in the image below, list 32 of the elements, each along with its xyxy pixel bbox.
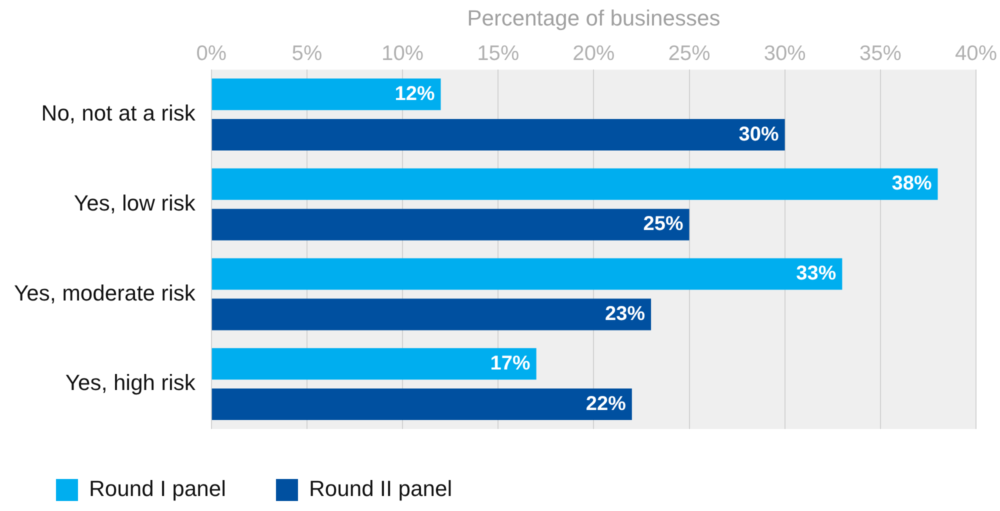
bar [212,388,632,420]
data-label: 12% [394,82,435,105]
data-label: 17% [490,352,531,374]
x-tick-label: 15% [477,42,520,65]
y-tick-label: Yes, low risk [74,190,196,216]
y-tick-label: No, not at a risk [41,100,196,126]
y-tick-label: Yes, moderate risk [14,280,196,306]
bar [212,78,441,110]
x-axis-title: Percentage of businesses [467,5,720,30]
y-tick-label: Yes, high risk [65,370,196,396]
data-label: 25% [643,213,684,236]
x-tick-label: 40% [954,42,997,65]
bar [212,208,690,240]
legend-label: Round I panel [89,476,226,502]
x-tick-label: 20% [572,42,615,65]
data-label: 22% [586,392,626,415]
legend-label: Round II panel [308,476,452,502]
x-tick-label: 0% [196,42,227,65]
x-tick-label: 30% [764,42,806,65]
x-tick-label: 35% [859,42,902,65]
bar [212,348,536,380]
x-tick-label: 5% [292,42,322,65]
data-label: 23% [604,302,646,325]
data-label: 33% [796,262,836,285]
data-label: 38% [892,172,932,195]
data-label: 30% [738,123,780,146]
bar [212,168,938,200]
x-tick-label: 10% [382,42,424,65]
bar [212,258,842,290]
bar [212,118,785,151]
x-tick-label: 25% [668,42,710,65]
bar [212,298,652,330]
